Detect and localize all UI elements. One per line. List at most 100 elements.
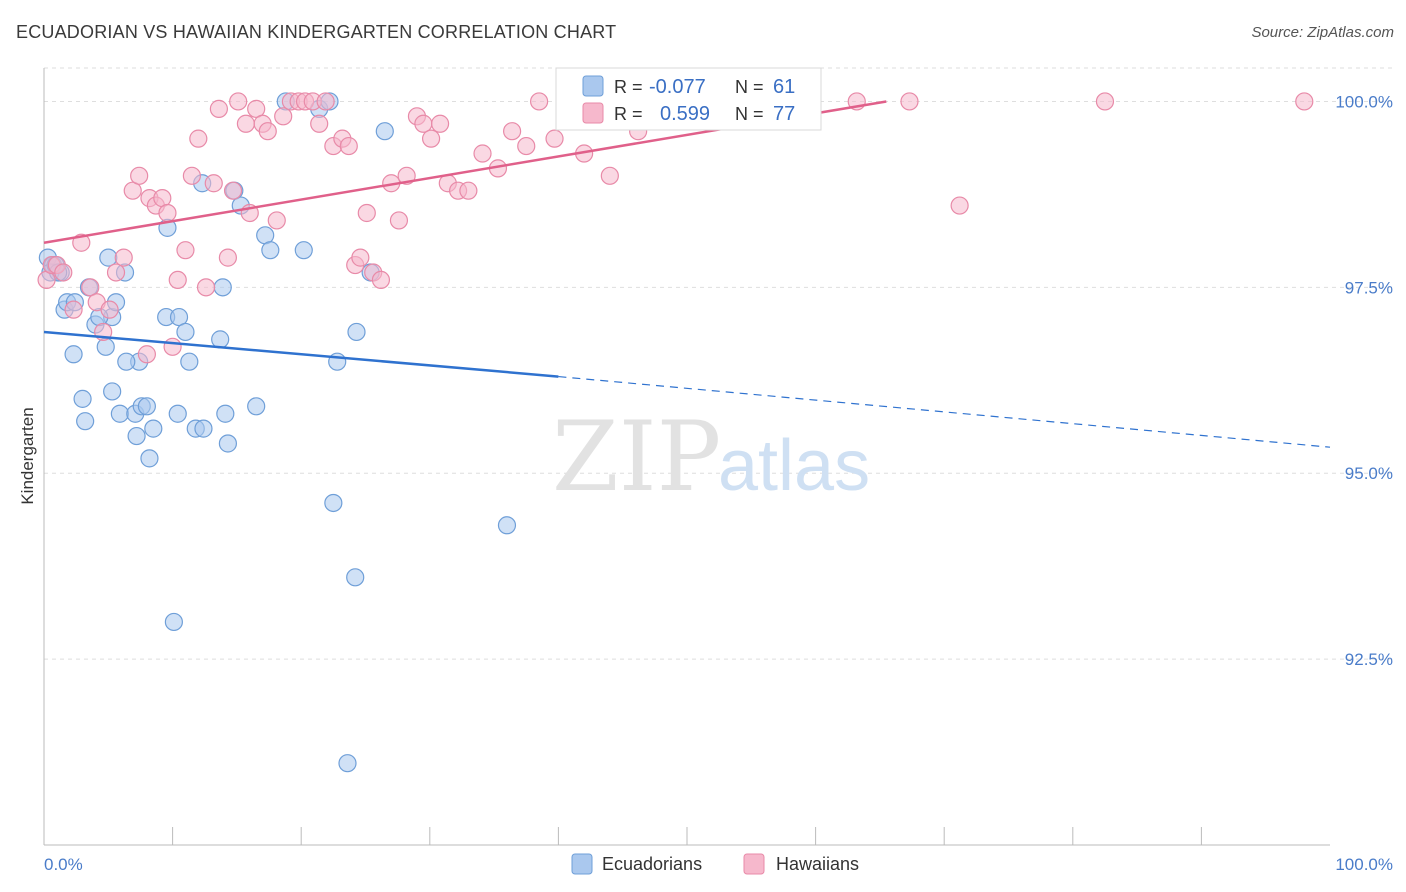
data-point (114, 248, 133, 267)
legend-n-label-1: N = (735, 77, 764, 97)
data-point (421, 129, 441, 148)
data-point (73, 389, 92, 408)
data-point (900, 92, 919, 111)
legend-r-value-1: -0.077 (649, 76, 706, 98)
data-point (103, 382, 122, 401)
legend-r-label-2: R = (614, 104, 643, 124)
legend-n-value-2: 77 (773, 103, 795, 125)
data-point (267, 211, 286, 230)
data-point (64, 300, 83, 319)
legend-bottom-hawaiians: Hawaiians (776, 854, 859, 874)
data-point (351, 248, 370, 267)
data-point (164, 612, 183, 632)
data-point (338, 754, 357, 773)
data-point (339, 136, 358, 156)
data-point (189, 129, 208, 148)
legend-bottom-swatch-ecuadorians (571, 853, 593, 875)
data-point (213, 278, 232, 297)
data-point (209, 99, 228, 118)
data-point (223, 181, 243, 200)
data-point (140, 449, 159, 468)
data-point (110, 404, 129, 423)
data-point (127, 426, 146, 446)
data-point (54, 263, 73, 282)
data-point (1295, 92, 1314, 111)
data-point (194, 419, 213, 438)
data-point (158, 203, 177, 223)
data-point (106, 263, 126, 282)
data-point (1095, 92, 1115, 111)
data-point (72, 233, 91, 252)
legend-r-value-2: 0.599 (660, 103, 710, 125)
data-point (530, 92, 549, 111)
data-point (180, 352, 199, 371)
data-point (258, 122, 277, 141)
data-point (117, 352, 136, 371)
data-point (168, 404, 187, 423)
hawaiians-points (37, 92, 1314, 364)
data-point (168, 270, 187, 290)
stats-legend: R = -0.077 N = 61 R = 0.599 N = 77 (555, 67, 822, 131)
data-point (218, 248, 237, 267)
legend-n-value-1: 61 (773, 76, 795, 98)
data-point (346, 568, 365, 587)
trend-lines (43, 100, 1331, 448)
data-point (247, 397, 266, 416)
data-point (430, 114, 450, 133)
data-point (459, 181, 478, 200)
data-point (375, 122, 394, 141)
y-axis-label: Kindergarten (18, 407, 37, 504)
data-point (310, 114, 329, 133)
legend-n-label-2: N = (735, 104, 764, 124)
legend-r-label-1: R = (614, 77, 643, 97)
data-point (236, 114, 256, 133)
data-point (324, 493, 343, 513)
data-point (96, 337, 115, 356)
data-point (216, 404, 235, 423)
data-point (274, 107, 293, 126)
legend-bottom-swatch-hawaiians (743, 853, 765, 875)
ecuadorians-trend-line (43, 330, 559, 378)
data-point (211, 330, 230, 349)
data-point (176, 241, 195, 260)
y-tick-label: 92.5% (1345, 650, 1393, 669)
ecuadorians-trend-line-extension (558, 375, 1331, 448)
data-point (204, 174, 223, 193)
data-point (218, 434, 237, 453)
watermark-atlas: atlas (718, 426, 870, 506)
data-point (497, 516, 517, 535)
data-point (389, 211, 409, 230)
legend-bottom-ecuadorians: Ecuadorians (602, 854, 702, 874)
data-point (229, 92, 248, 111)
data-point (196, 278, 216, 297)
data-point (137, 345, 156, 364)
data-point (600, 166, 619, 185)
data-point (137, 397, 156, 416)
legend-swatch-hawaiians (582, 102, 604, 124)
data-point (950, 196, 969, 215)
legend-swatch-ecuadorians (582, 75, 604, 97)
x-tick-label-min: 0.0% (44, 855, 83, 874)
x-tick-label-max: 100.0% (1335, 855, 1393, 874)
y-tick-label: 100.0% (1335, 92, 1393, 111)
axes (43, 68, 1330, 846)
ecuadorians-points (38, 92, 517, 773)
y-tick-label: 97.5% (1345, 278, 1393, 297)
data-point (294, 241, 313, 260)
source-label: Source: ZipAtlas.com (1251, 24, 1394, 41)
data-point (261, 241, 280, 260)
data-point (182, 166, 201, 185)
watermark: ZIP atlas (552, 401, 870, 513)
data-point (316, 92, 335, 111)
data-point (130, 166, 149, 185)
data-point (371, 270, 391, 290)
data-point (517, 136, 536, 156)
data-point (64, 345, 83, 364)
data-point (503, 122, 522, 141)
chart-title: ECUADORIAN VS HAWAIIAN KINDERGARTEN CORR… (16, 22, 617, 42)
y-tick-label: 95.0% (1345, 464, 1393, 483)
grid-lines (44, 67, 1392, 660)
data-point (347, 322, 366, 342)
y-tick-labels: 100.0% 97.5% 95.0% 92.5% (1335, 92, 1393, 669)
